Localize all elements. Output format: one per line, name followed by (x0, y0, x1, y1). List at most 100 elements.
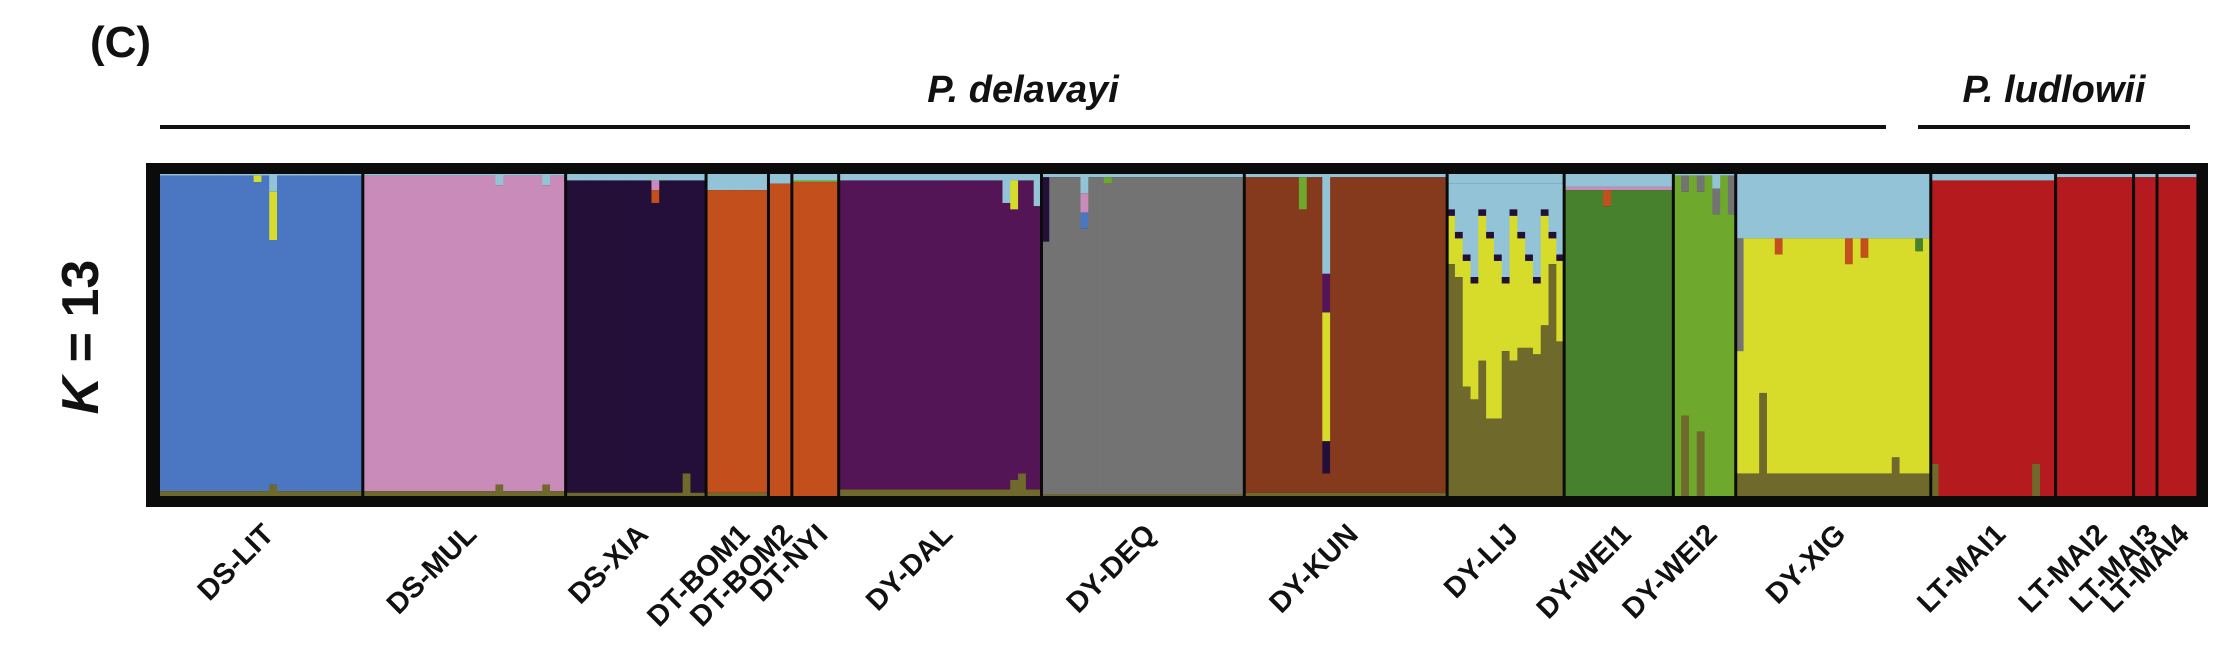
bar-segment-DY-WEI1-4-pink (1595, 186, 1604, 191)
bar-segment-DY-LIJ-10-lightblue (1525, 174, 1534, 184)
bar-DS-LIT-8 (222, 175, 231, 492)
bar-segment-DT-BOM1-3-olive (729, 492, 738, 496)
bar-segment-DY-KUN-22-olive (1415, 492, 1425, 496)
bar-DY-WEI1-7 (1618, 190, 1627, 496)
bar-segment-LT-MAI3-2-lightblue (2149, 174, 2158, 178)
bar-segment-DY-LIJ-1-lightblue (1454, 183, 1464, 232)
separator-DT-BOM1 (766, 174, 770, 496)
bar-DY-DEQ-3 (1064, 177, 1074, 495)
bar-LT-MAI2-9 (2125, 177, 2134, 496)
bar-segment-LT-MAI2-0-lightblue (2055, 174, 2064, 178)
bar-segment-DY-XIG-13-olive (1837, 473, 1846, 496)
bar-DY-DEQ-24 (1228, 177, 1237, 495)
bar-segment-DY-DEQ-19-olive (1189, 494, 1198, 496)
bar-DY-WEI2-3 (1696, 191, 1705, 432)
bar-LT-MAI2-2 (2071, 177, 2080, 496)
bar-segment-DT-NYI-2-lightblue (807, 174, 816, 181)
bar-segment-DY-DAL-17-olive (971, 489, 980, 496)
bar-DY-KUN-0 (1244, 177, 1253, 493)
bar-segment-DY-DEQ-15-lightblue (1158, 174, 1167, 178)
bar-segment-DY-WEI1-10-lightblue (1642, 174, 1651, 187)
bar-segment-DY-DAL-14-lightblue (947, 174, 957, 181)
bar-segment-DY-WEI1-0-pink (1564, 186, 1573, 191)
bar-segment-DS-MUL-2-olive (378, 491, 387, 496)
bar-DY-XIG-11 (1821, 238, 1830, 474)
bar-segment-DS-LIT-19-lightblue (308, 174, 317, 176)
bar-DY-DEQ-4 (1072, 177, 1081, 495)
bar-segment-DY-LIJ-4-lightblue (1478, 174, 1487, 184)
bar-segment-DY-WEI1-7-lightblue (1618, 174, 1627, 187)
bar-DY-WEI2-6 (1720, 175, 1729, 497)
bar-segment-LT-MAI1-0-olive (1930, 463, 1939, 496)
bar-segment-DY-KUN-10-darkpurple (1322, 441, 1331, 474)
bar-segment-DY-DEQ-17-olive (1174, 494, 1183, 496)
bar-segment-DY-XIG-14-olive (1844, 473, 1854, 496)
bar-segment-DY-DEQ-13-olive (1142, 494, 1152, 496)
bar-segment-DY-DAL-18-olive (979, 489, 988, 496)
separator-LT-MAI3 (2155, 174, 2159, 496)
bar-segment-DY-DEQ-5-lightblue (1080, 174, 1089, 194)
bar-DY-XIG-12 (1829, 238, 1838, 474)
bar-segment-DY-LIJ-5-lightblue (1486, 174, 1495, 184)
bar-segment-DS-LIT-22-olive (331, 491, 340, 496)
bar-segment-DT-BOM1-4-lightblue (737, 174, 746, 191)
bar-segment-DY-LIJ-2-olive (1462, 386, 1471, 496)
bar-segment-DY-LIJ-13-lightblue (1548, 183, 1557, 232)
bar-segment-DY-LIJ-14-darkpurple (1556, 254, 1565, 261)
bar-segment-DY-WEI1-6-pink (1610, 186, 1620, 191)
bar-segment-DY-DAL-16-lightblue (963, 174, 972, 181)
bar-segment-DS-XIA-4-olive (596, 492, 606, 496)
bar-segment-LT-MAI1-4-lightblue (1961, 174, 1971, 181)
bar-segment-DY-DAL-8-olive (901, 489, 910, 496)
bar-DS-XIA-4 (596, 180, 606, 493)
bar-segment-DS-XIA-0-lightblue (565, 174, 574, 181)
bar-segment-DY-DAL-9-olive (908, 489, 918, 496)
bar-segment-DT-BOM1-5-lightblue (745, 174, 754, 191)
bar-segment-DS-MUL-18-lightblue (503, 174, 512, 176)
bar-LT-MAI2-3 (2078, 177, 2088, 496)
bar-segment-DS-LIT-13-lightblue (261, 174, 270, 176)
bar-segment-DY-WEI1-7-pink (1618, 186, 1627, 191)
bar-segment-DY-DEQ-20-lightblue (1197, 174, 1206, 178)
bar-segment-DY-WEI2-1-olive (1681, 415, 1690, 496)
bar-LT-MAI4-1 (2164, 177, 2173, 496)
bar-segment-DS-MUL-8-olive (425, 491, 434, 496)
bar-segment-DS-XIA-13-lightblue (667, 174, 676, 181)
bar-segment-DY-DEQ-8-green (1103, 177, 1113, 184)
bar-segment-DY-DAL-4-olive (869, 489, 879, 496)
bar-DS-XIA-13 (667, 180, 676, 493)
bar-DY-WEI1-5 (1603, 206, 1612, 496)
bar-segment-DY-LIJ-8-lightblue (1509, 183, 1518, 210)
bar-DY-WEI1-4 (1595, 190, 1604, 496)
bar-segment-DY-DAL-8-lightblue (901, 174, 910, 181)
bar-segment-DY-KUN-11-lightblue (1330, 174, 1339, 178)
separator-DY-WEI1 (1671, 174, 1675, 496)
bar-segment-DY-DAL-18-lightblue (979, 174, 988, 181)
bar-segment-DS-MUL-6-lightblue (409, 174, 418, 176)
bar-segment-DY-LIJ-13-olive (1548, 264, 1557, 496)
bar-DS-LIT-0 (160, 175, 169, 492)
bar-segment-DY-KUN-13-olive (1345, 492, 1354, 496)
separator-DY-DEQ (1242, 174, 1246, 496)
bar-DY-DAL-3 (862, 180, 871, 490)
bar-segment-DS-MUL-20-lightblue (518, 174, 528, 176)
bar-segment-DY-KUN-6-olive (1291, 492, 1300, 496)
bar-segment-DY-DAL-10-lightblue (916, 174, 925, 181)
bar-DS-LIT-9 (230, 175, 239, 492)
bar-segment-DY-KUN-2-lightblue (1259, 174, 1269, 178)
bar-segment-DY-KUN-20-olive (1400, 492, 1409, 496)
bar-DY-XIG-3 (1759, 238, 1768, 393)
bar-LT-MAI1-15 (2047, 180, 2056, 496)
bar-segment-DY-LIJ-12-darkpurple (1540, 209, 1549, 216)
bar-DY-DEQ-14 (1150, 177, 1159, 495)
bar-segment-DY-XIG-16-lightblue (1860, 174, 1869, 239)
species-bracket-line (160, 125, 1886, 129)
bar-segment-DY-XIG-23-darkgreen (1915, 238, 1924, 252)
bar-segment-LT-MAI1-6-lightblue (1977, 174, 1986, 181)
bar-segment-DY-XIG-5-orange (1774, 238, 1783, 255)
bar-segment-DY-LIJ-14-yellow (1556, 260, 1565, 342)
bar-segment-DT-BOM1-4-olive (737, 492, 746, 496)
bar-segment-DY-KUN-12-olive (1337, 492, 1347, 496)
bar-segment-DY-DAL-22-olive (1010, 479, 1019, 496)
bar-segment-DY-KUN-3-olive (1267, 492, 1276, 496)
